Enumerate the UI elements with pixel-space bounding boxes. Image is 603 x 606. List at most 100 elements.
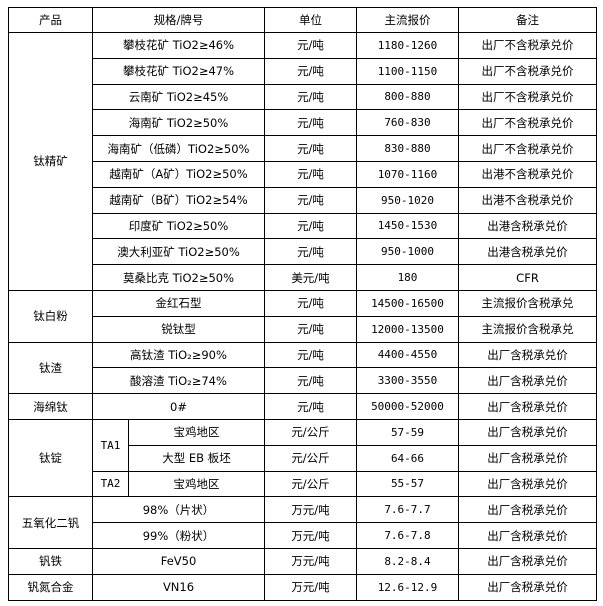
spec-cell: 越南矿（B矿）TiO2≥54%: [92, 186, 265, 214]
table-row: 锐钛型 元/吨 12000-13500 主流报价含税承兑: [9, 315, 597, 343]
price-cell: 8.2-8.4: [356, 547, 459, 575]
spec-cell: 金红石型: [92, 289, 265, 317]
price-cell: 1450-1530: [356, 212, 459, 240]
unit-cell: 万元/吨: [264, 496, 357, 524]
unit-cell: 元/吨: [264, 83, 357, 111]
unit-cell: 元/吨: [264, 315, 357, 343]
note-cell: 出港不含税承兑价: [458, 186, 597, 214]
unit-cell: 元/吨: [264, 135, 357, 162]
spec-cell: 云南矿 TiO2≥45%: [92, 83, 265, 111]
note-cell: 主流报价含税承兑: [458, 315, 597, 343]
note-cell: 出厂含税承兑价: [458, 522, 597, 549]
unit-cell: 元/公斤: [264, 444, 357, 472]
note-cell: 出厂含税承兑价: [458, 496, 597, 524]
spec-cell: 99%（粉状）: [92, 522, 265, 549]
unit-cell: 万元/吨: [264, 573, 357, 601]
note-cell: 出港不含税承兑价: [458, 160, 597, 188]
table-row: 钛白粉 金红石型 元/吨 14500-16500 主流报价含税承兑: [8, 289, 597, 343]
price-cell: 50000-52000: [356, 393, 459, 420]
unit-cell: 万元/吨: [264, 522, 357, 549]
spec-cell: 攀枝花矿 TiO2≥47%: [92, 57, 265, 85]
table-row: 海绵钛 0# 元/吨 50000-52000 出厂含税承兑价: [8, 393, 597, 420]
header-product: 产品: [8, 7, 93, 33]
spec-cell: 0#: [92, 393, 265, 420]
table-row: 钛锭 TA1 宝鸡地区 元/公斤 57-59 出厂含税承兑价: [8, 418, 597, 498]
header-price: 主流报价: [356, 7, 459, 33]
price-cell: 4400-4550: [356, 341, 459, 369]
table-row: 钒铁 FeV50 万元/吨 8.2-8.4 出厂含税承兑价: [8, 547, 597, 575]
header-unit: 单位: [264, 7, 357, 33]
price-cell: 1100-1150: [356, 57, 459, 85]
spec-cell: 越南矿（A矿）TiO2≥50%: [92, 160, 265, 188]
table-row: 澳大利亚矿 TiO2≥50% 元/吨 950-1000 出港含税承兑价: [9, 238, 597, 266]
spec-cell: 酸溶渣 TiO₂≥74%: [92, 367, 265, 395]
spec-cell: FeV50: [92, 547, 265, 575]
product-cell: 钛白粉: [8, 289, 93, 343]
spec-cell: 宝鸡地区: [128, 418, 265, 446]
product-cell: 钛渣: [8, 341, 93, 395]
table-row: 攀枝花矿 TiO2≥47% 元/吨 1100-1150 出厂不含税承兑价: [9, 57, 597, 85]
table-row: 酸溶渣 TiO₂≥74% 元/吨 3300-3550 出厂含税承兑价: [9, 367, 597, 395]
spec-cell: 印度矿 TiO2≥50%: [92, 212, 265, 240]
product-cell: 钒铁: [8, 547, 93, 575]
table-row: 99%（粉状） 万元/吨 7.6-7.8 出厂含税承兑价: [9, 522, 597, 549]
unit-cell: 元/吨: [264, 367, 357, 395]
product-cell: 钛锭: [8, 418, 93, 498]
note-cell: 出厂不含税承兑价: [458, 32, 597, 59]
unit-cell: 元/吨: [264, 32, 357, 59]
price-cell: 55-57: [356, 470, 459, 498]
spec-cell: 攀枝花矿 TiO2≥46%: [92, 32, 265, 59]
note-cell: 出厂不含税承兑价: [458, 135, 597, 162]
grade-cell: TA1: [92, 418, 129, 472]
price-cell: 950-1020: [356, 186, 459, 214]
price-cell: 800-880: [356, 83, 459, 111]
spec-cell: 海南矿 TiO2≥50%: [92, 109, 265, 137]
spec-cell: 高钛渣 TiO₂≥90%: [92, 341, 265, 369]
table-row: 钒氮合金 VN16 万元/吨 12.6-12.9 出厂含税承兑价: [8, 573, 597, 601]
note-cell: CFR: [458, 264, 597, 291]
header-spec: 规格/牌号: [92, 7, 265, 33]
price-cell: 1070-1160: [356, 160, 459, 188]
product-cell: 海绵钛: [8, 393, 93, 420]
note-cell: 出厂含税承兑价: [458, 470, 597, 498]
unit-cell: 元/吨: [264, 289, 357, 317]
table-row: 越南矿（A矿）TiO2≥50% 元/吨 1070-1160 出港不含税承兑价: [9, 160, 597, 188]
unit-cell: 元/公斤: [264, 418, 357, 446]
table-row: 云南矿 TiO2≥45% 元/吨 800-880 出厂不含税承兑价: [9, 83, 597, 111]
unit-cell: 元/吨: [264, 238, 357, 266]
note-cell: 出厂含税承兑价: [458, 393, 597, 420]
table-row: TA2 宝鸡地区 元/公斤 55-57 出厂含税承兑价: [9, 470, 597, 498]
product-cell: 钒氮合金: [8, 573, 93, 601]
price-table: 产品 规格/牌号 单位 主流报价 备注 钛精矿 攀枝花矿 TiO2≥46% 元/吨 1…: [8, 7, 597, 601]
unit-cell: 元/公斤: [264, 470, 357, 498]
price-cell: 64-66: [356, 444, 459, 472]
price-cell: 57-59: [356, 418, 459, 446]
spec-cell: 澳大利亚矿 TiO2≥50%: [92, 238, 265, 266]
table-row: 钛渣 高钛渣 TiO₂≥90% 元/吨 4400-4550 出厂含税承兑价: [8, 341, 597, 395]
spec-cell: 宝鸡地区: [128, 470, 265, 498]
table-row: 印度矿 TiO2≥50% 元/吨 1450-1530 出港含税承兑价: [9, 212, 597, 240]
unit-cell: 万元/吨: [264, 547, 357, 575]
unit-cell: 美元/吨: [264, 264, 357, 291]
header-note: 备注: [458, 7, 597, 33]
table-row: 钛精矿 攀枝花矿 TiO2≥46% 元/吨 1180-1260 出厂不含税承兑价: [8, 32, 597, 291]
unit-cell: 元/吨: [264, 57, 357, 85]
spec-cell: 莫桑比克 TiO2≥50%: [92, 264, 265, 291]
unit-cell: 元/吨: [264, 212, 357, 240]
spec-cell: VN16: [92, 573, 265, 601]
spec-cell: 大型 EB 板坯: [128, 444, 265, 472]
unit-cell: 元/吨: [264, 341, 357, 369]
table-row: 莫桑比克 TiO2≥50% 美元/吨 180 CFR: [9, 264, 597, 291]
note-cell: 出厂不含税承兑价: [458, 57, 597, 85]
note-cell: 出港含税承兑价: [458, 238, 597, 266]
price-cell: 7.6-7.8: [356, 522, 459, 549]
table-row: 海南矿（低磷）TiO2≥50% 元/吨 830-880 出厂不含税承兑价: [9, 135, 597, 162]
price-cell: 12.6-12.9: [356, 573, 459, 601]
price-cell: 1180-1260: [356, 32, 459, 59]
price-cell: 14500-16500: [356, 289, 459, 317]
note-cell: 出厂含税承兑价: [458, 547, 597, 575]
table-row: 越南矿（B矿）TiO2≥54% 元/吨 950-1020 出港不含税承兑价: [9, 186, 597, 214]
note-cell: 出厂含税承兑价: [458, 573, 597, 601]
price-cell: 950-1000: [356, 238, 459, 266]
price-cell: 760-830: [356, 109, 459, 137]
